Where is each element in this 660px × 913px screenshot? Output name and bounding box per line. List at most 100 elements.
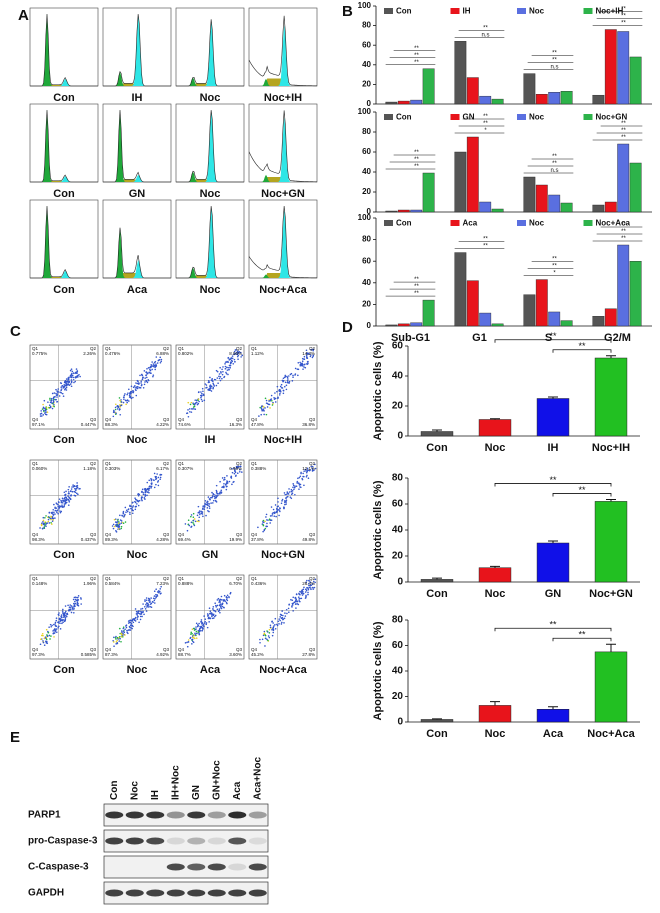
bar — [491, 98, 504, 105]
y-tick-label: 40 — [392, 371, 404, 382]
quadrant-name: Q1 — [105, 576, 112, 581]
bar — [454, 41, 467, 105]
dot — [128, 388, 130, 391]
dot — [225, 371, 227, 374]
dot — [125, 511, 127, 514]
dot — [72, 484, 74, 486]
dot — [144, 381, 146, 383]
dot — [150, 606, 153, 608]
dot — [42, 407, 45, 409]
dot — [64, 502, 67, 505]
dot — [135, 498, 137, 501]
dot — [233, 353, 235, 356]
dot — [271, 620, 273, 623]
dot — [192, 519, 195, 522]
dot — [308, 353, 310, 355]
dot — [118, 528, 120, 530]
dot — [51, 520, 54, 522]
dot — [121, 515, 124, 517]
significance-label: ** — [621, 21, 626, 27]
dot-plot-label: Con — [53, 434, 75, 446]
quadrant-name: Q1 — [178, 576, 185, 581]
x-tick-label: Noc — [485, 442, 506, 454]
y-tick-label: 100 — [358, 1, 372, 10]
dot — [130, 385, 133, 388]
dot — [48, 511, 51, 514]
dot — [282, 380, 285, 382]
dot — [55, 628, 58, 630]
dot — [216, 599, 219, 601]
quadrant-name: Q4 — [105, 647, 112, 652]
dot — [236, 466, 239, 468]
dot — [208, 616, 210, 619]
dot — [198, 511, 200, 514]
dot — [207, 380, 210, 382]
quadrant-percent: 89.3% — [105, 537, 118, 542]
dot — [120, 522, 123, 524]
dot — [200, 510, 202, 513]
dot — [205, 514, 207, 517]
dot — [113, 410, 115, 413]
dot — [237, 358, 239, 361]
dot — [57, 613, 60, 616]
dot — [290, 490, 293, 493]
dot — [300, 471, 302, 474]
dot — [148, 601, 151, 603]
dot — [74, 380, 77, 383]
dot — [196, 514, 199, 517]
dot — [195, 399, 198, 402]
dot — [125, 403, 127, 406]
quadrant-percent: 0.148% — [32, 581, 47, 586]
dot — [52, 517, 55, 520]
dot — [156, 473, 158, 475]
dot — [280, 386, 283, 389]
significance-label: ** — [549, 331, 557, 341]
dot — [277, 620, 280, 623]
dot — [224, 600, 227, 602]
dot — [208, 607, 211, 609]
lane-label: Aca+Noc — [252, 756, 263, 800]
dot — [269, 519, 272, 522]
dot — [304, 468, 307, 471]
dot — [128, 625, 131, 628]
dot — [200, 625, 203, 628]
histogram-outline — [176, 19, 244, 87]
dot — [52, 400, 55, 403]
dot — [226, 366, 228, 369]
histogram-peak — [30, 110, 98, 182]
quadrant-percent: 45.2% — [251, 652, 264, 657]
dot — [226, 602, 228, 605]
dot — [132, 625, 134, 628]
dot — [211, 378, 213, 380]
dot — [61, 392, 64, 395]
dot — [122, 627, 125, 630]
dot — [131, 508, 133, 510]
legend-swatch — [384, 220, 393, 226]
dot — [51, 511, 54, 514]
dot — [193, 518, 196, 520]
dot — [72, 376, 75, 379]
dot — [306, 579, 308, 582]
dot — [201, 626, 204, 629]
x-tick-label: S — [545, 332, 552, 344]
dot — [218, 375, 220, 378]
histogram-peak — [176, 21, 244, 87]
dot — [45, 640, 47, 643]
protein-label: PARP1 — [28, 810, 61, 821]
dot — [221, 486, 223, 489]
x-tick-label: Sub-G1 — [391, 332, 430, 344]
dot — [214, 615, 216, 618]
histogram-peak — [176, 171, 244, 182]
dot — [71, 376, 73, 378]
blot-band — [105, 811, 124, 819]
significance-label: ** — [414, 277, 419, 283]
bar — [617, 143, 630, 213]
dot — [210, 502, 212, 504]
x-tick-label: G1 — [472, 332, 487, 344]
dot — [148, 479, 151, 482]
dot — [68, 606, 71, 609]
dot — [220, 595, 223, 598]
dot — [57, 391, 59, 394]
dot — [65, 614, 67, 617]
